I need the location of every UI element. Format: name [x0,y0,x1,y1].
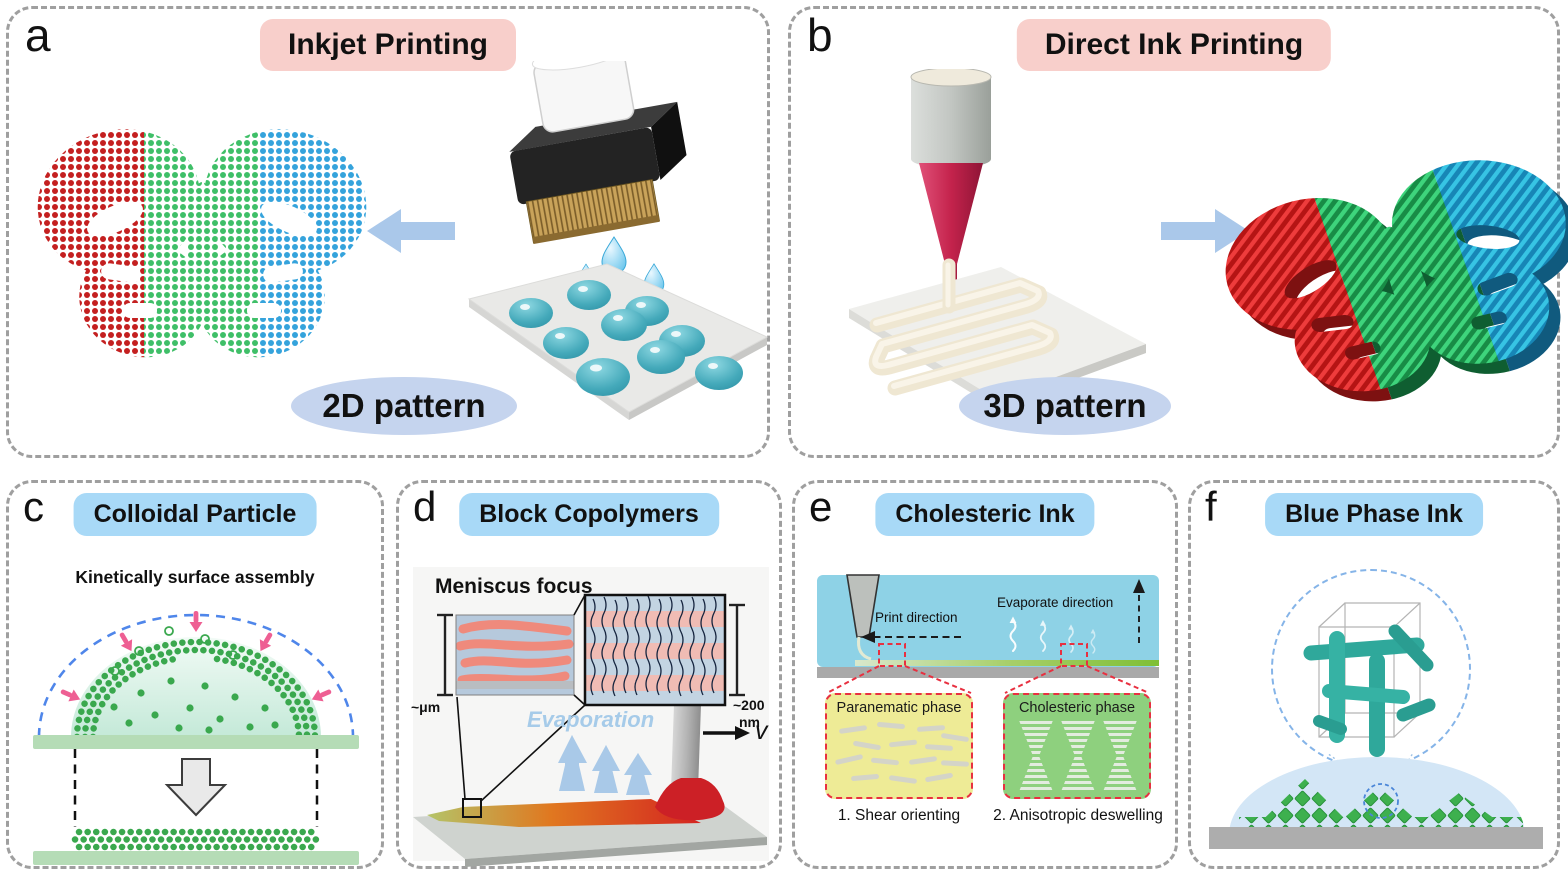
panel-e-title: Cholesteric Ink [875,493,1095,536]
cholesteric-phase-title: Cholesteric phase [1018,700,1136,716]
panel-c-label: c [23,483,44,530]
panel-b-title: Direct Ink Printing [1016,19,1332,71]
cholesteric-helix-icon [1061,721,1095,791]
panel-a-label: a [25,9,51,61]
anisotropic-deswelling-caption: 2. Anisotropic deswelling [993,807,1163,824]
panel-block-copolymers: d Block Copolymers [396,480,782,869]
panel-f-title: Blue Phase Ink [1265,493,1483,536]
lc-rod [924,772,954,782]
substrate-bar [1209,827,1543,849]
meniscus-coating-diagram [413,567,769,867]
cholesteric-helix-icon [1019,721,1053,791]
lc-rod [852,740,882,750]
panel-inkjet-printing: a Inkjet Printing [6,6,770,458]
panel-direct-ink-printing: b Direct Ink Printing [788,6,1568,458]
lc-rod [924,744,954,751]
extrusion-nozzle-icon [910,69,992,312]
panel-e-label: e [809,483,833,530]
scale-label-200: ~200 [733,697,765,713]
dot-butterfly-graphic [27,107,377,372]
lc-rod [940,732,970,742]
lc-rod [940,760,970,767]
lc-rod [888,775,918,784]
panel-b-label: b [807,9,833,61]
substrate-droplet-array [467,263,769,420]
lc-rod [888,739,918,747]
lc-rod [850,773,880,781]
caption-2d-pattern: 2D pattern [291,377,517,435]
cholesteric-phase-inset: Cholesteric phase [1003,693,1151,799]
lc-rod [834,753,864,765]
panel-blue-phase-ink: f Blue Phase Ink [1188,480,1560,869]
lc-rod [876,721,906,729]
lc-rod [838,725,868,734]
evaporate-direction-label: Evaporate direction [997,595,1114,610]
colloidal-assembly-diagram [33,611,359,865]
panel-c-title: Colloidal Particle [73,493,317,536]
cholesteric-helix-icon [1103,721,1137,791]
panel-colloidal-particle: c Colloidal Particle Kinetically surface… [6,480,384,869]
shear-orienting-caption: 1. Shear orienting [837,807,961,824]
panel-c-subtitle: Kinetically surface assembly [75,567,315,587]
inkjet-printhead-icon [509,61,687,295]
evaporation-label: Evaporation [527,707,655,732]
serpentine-print-substrate [849,258,1146,408]
left-arrow-icon [367,209,455,253]
velocity-label: v [755,717,768,745]
paranematic-phase-title: Paranematic phase [836,700,962,716]
scale-label-micron: ~μm [411,699,441,715]
printed-3d-butterfly-graphic [1179,107,1568,422]
cholesteric-printing-diagram [817,574,1159,694]
blue-phase-lattice-graphic [1303,602,1436,757]
scale-label-nm: nm [739,714,760,730]
lc-rod [916,725,946,732]
panel-d-label: d [413,483,437,530]
panel-cholesteric-ink: e Cholesteric Ink [792,480,1178,869]
caption-3d-pattern: 3D pattern [959,377,1171,435]
panel-d-title: Block Copolymers [459,493,719,536]
lc-rod [870,757,900,765]
paranematic-phase-inset: Paranematic phase [825,693,973,799]
panel-f-label: f [1205,483,1217,530]
lc-rod [908,756,938,765]
panel-a-title: Inkjet Printing [259,19,517,71]
print-direction-label: Print direction [875,610,958,625]
panel-d-subtitle: Meniscus focus [435,575,593,598]
